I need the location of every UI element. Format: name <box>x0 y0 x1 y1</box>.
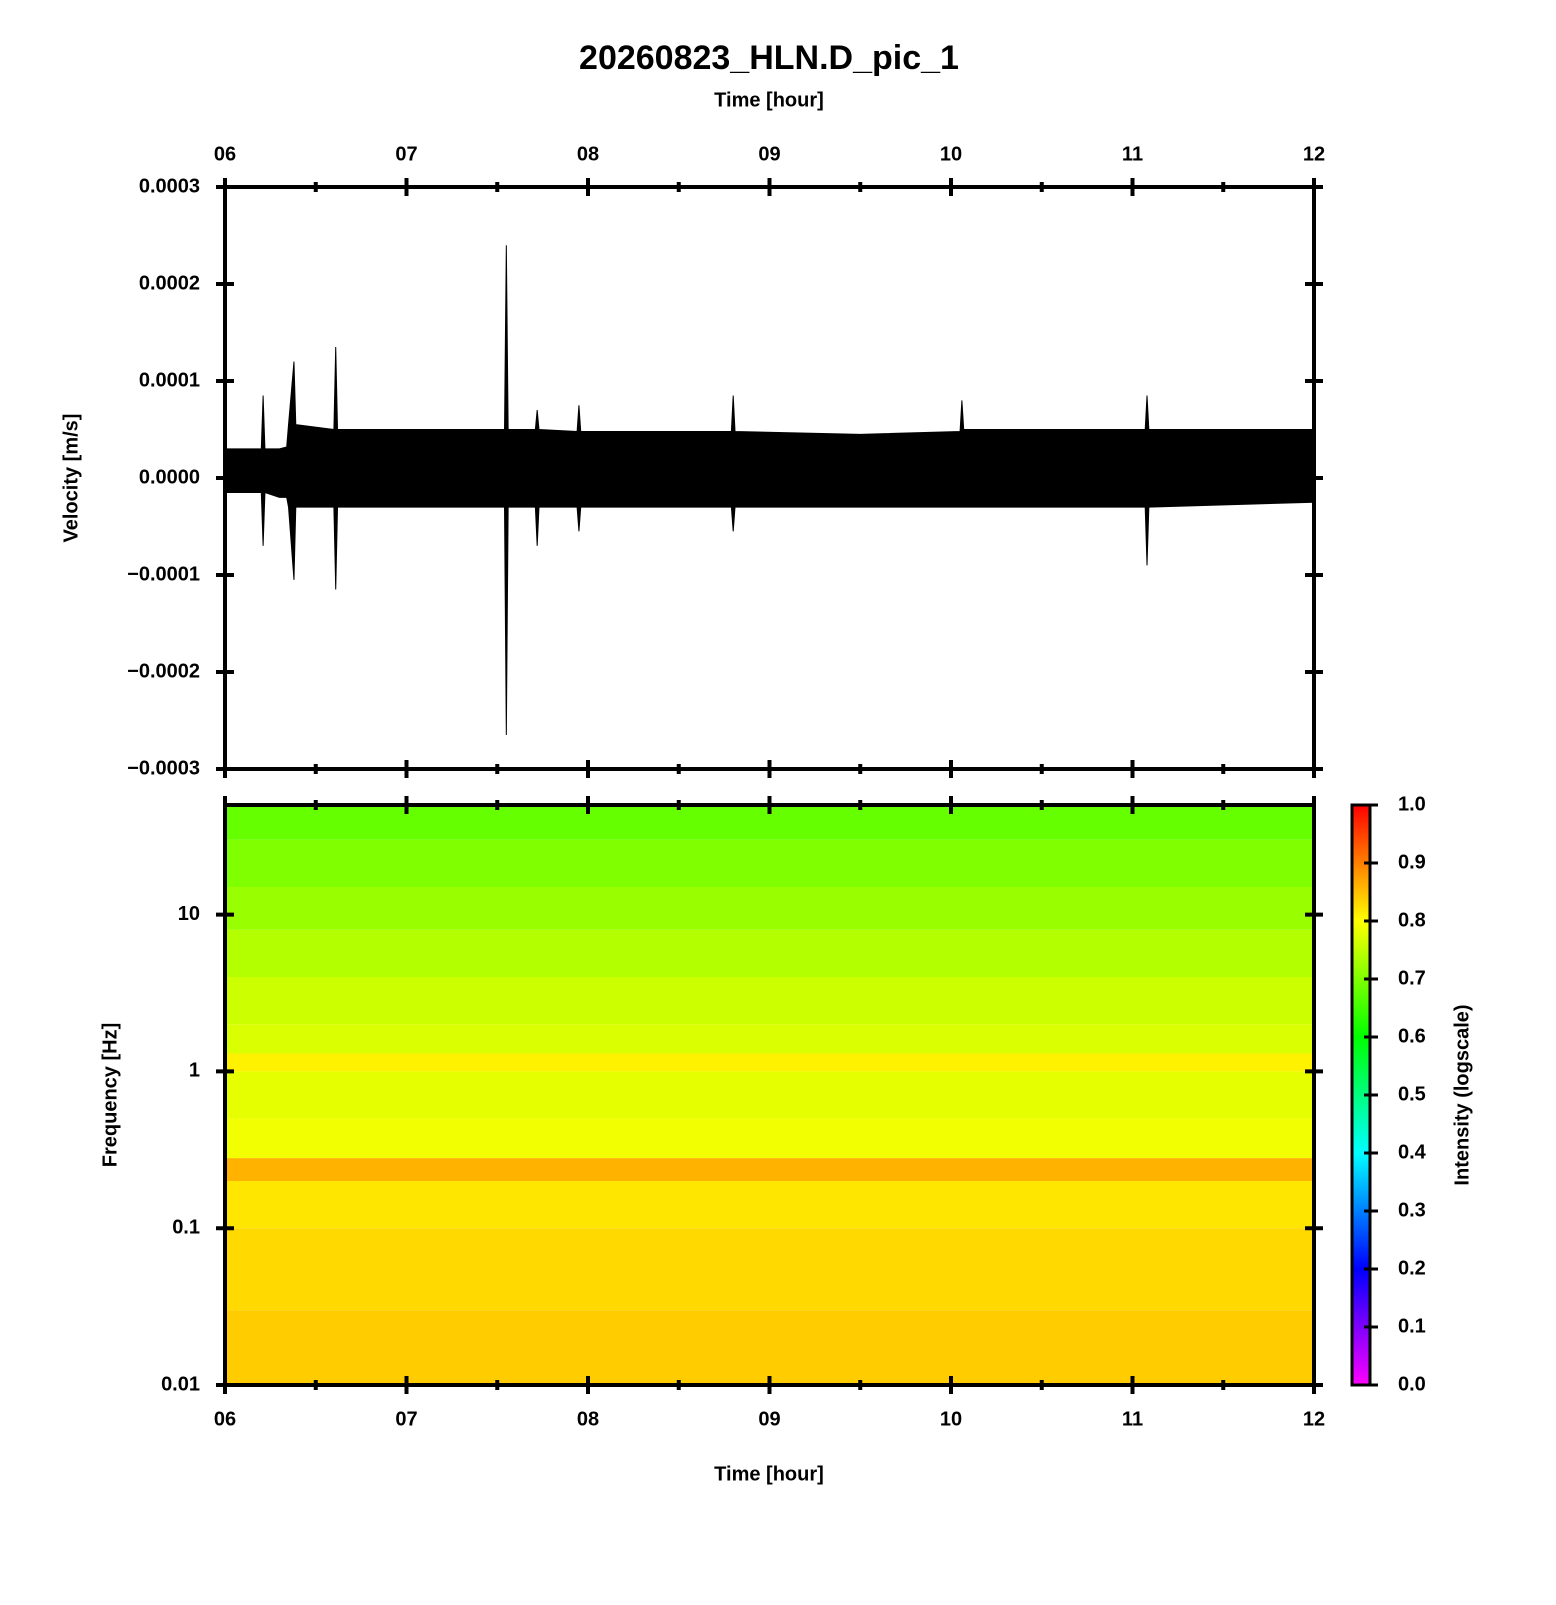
heatmap-cell <box>225 1024 1314 1054</box>
heatmap-cell <box>225 929 1314 977</box>
x-tick-label: 12 <box>1303 143 1325 165</box>
x-tick-label: 09 <box>758 1408 780 1430</box>
heatmap-cell <box>225 1118 1314 1159</box>
y-tick-label: 0.0000 <box>139 466 200 488</box>
heatmap-cell <box>225 1180 1314 1229</box>
velocity-trace <box>224 245 1315 736</box>
colorbar-tick-label: 0.6 <box>1398 1025 1426 1047</box>
y-tick-label: 0.1 <box>172 1216 200 1238</box>
heatmap-cell <box>225 1158 1314 1181</box>
colorbar-tick-label: 0.2 <box>1398 1257 1426 1279</box>
heatmap-cell <box>225 1071 1314 1119</box>
x-axis-label: Time [hour] <box>714 1463 824 1485</box>
colorbar-tick-label: 0.7 <box>1398 967 1426 989</box>
x-tick-label: 12 <box>1303 1408 1325 1430</box>
x-tick-label: 06 <box>214 143 236 165</box>
x-tick-label: 11 <box>1122 143 1143 165</box>
heatmap-cell <box>225 886 1314 930</box>
x-tick-label: 10 <box>940 1408 962 1430</box>
y-tick-label: 0.01 <box>161 1373 200 1395</box>
colorbar-tick-label: 0.4 <box>1398 1141 1427 1163</box>
x-tick-label: 09 <box>758 143 780 165</box>
x-axis-label: Time [hour] <box>714 89 824 111</box>
y-tick-label: 10 <box>178 903 200 925</box>
x-tick-label: 07 <box>395 143 417 165</box>
x-tick-label: 06 <box>214 1408 236 1430</box>
y-tick-label: −0.0002 <box>127 660 200 682</box>
y-tick-label: −0.0003 <box>127 757 200 779</box>
colorbar-tick-label: 0.5 <box>1398 1083 1426 1105</box>
heatmap-cell <box>225 976 1314 1025</box>
colorbar-label: Intensity (logscale) <box>1451 1004 1473 1185</box>
heatmap-cell <box>225 1228 1314 1311</box>
colorbar-tick-label: 0.0 <box>1398 1373 1426 1395</box>
heatmap-cell <box>225 839 1314 887</box>
y-tick-label: 0.0003 <box>139 175 200 197</box>
heatmap-cell <box>225 1053 1314 1072</box>
y-axis-label: Frequency [Hz] <box>99 1023 121 1167</box>
colorbar-tick-label: 0.1 <box>1398 1315 1426 1337</box>
colorbar-tick-label: 0.3 <box>1398 1199 1426 1221</box>
x-tick-label: 10 <box>940 143 962 165</box>
y-tick-label: 0.0001 <box>139 369 200 391</box>
colorbar-tick-label: 1.0 <box>1398 793 1426 815</box>
chart-title: 20260823_HLN.D_pic_1 <box>579 39 959 77</box>
colorbar-tick-label: 0.8 <box>1398 909 1426 931</box>
y-tick-label: 1 <box>189 1060 200 1082</box>
y-tick-label: −0.0001 <box>127 563 200 585</box>
x-tick-label: 08 <box>577 143 599 165</box>
x-tick-label: 11 <box>1122 1408 1143 1430</box>
x-tick-label: 08 <box>577 1408 599 1430</box>
heatmap-cell <box>225 1310 1314 1385</box>
colorbar-tick-label: 0.9 <box>1398 851 1426 873</box>
x-tick-label: 07 <box>395 1408 417 1430</box>
y-axis-label: Velocity [m/s] <box>60 414 82 543</box>
y-tick-label: 0.0002 <box>139 272 200 294</box>
